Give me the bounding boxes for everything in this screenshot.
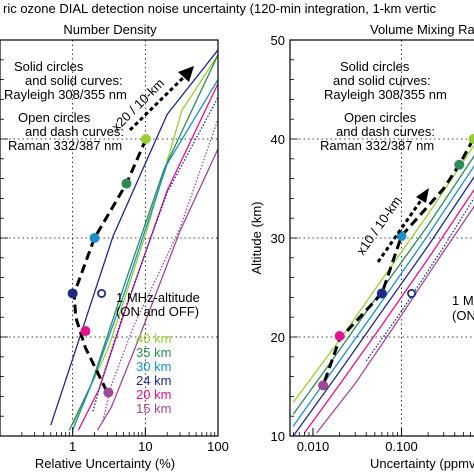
y-tick-label: 30 <box>271 231 285 246</box>
solid-marker <box>376 288 387 299</box>
solid-marker <box>121 178 132 189</box>
x-tick-label: 1 <box>69 439 76 454</box>
figure-title: ric ozone DIAL detection noise uncertain… <box>3 1 437 16</box>
series-line <box>96 148 218 431</box>
solid-marker <box>89 232 100 243</box>
open-note-line-1: Open circles <box>18 110 91 125</box>
solid-note-left: Solid circles and solid curves: Rayleigh… <box>4 59 127 102</box>
series-line <box>72 79 218 431</box>
solid-marker <box>140 133 151 144</box>
markers-right <box>318 134 474 391</box>
open-note-line-3: Raman 332/387 nm <box>320 138 434 153</box>
mhz-note-line-1: 1 M <box>452 293 474 308</box>
legend-entry-24: 24 km <box>136 373 171 388</box>
volume-mixing-ratio-panel: 0.010 0.100 10 20 30 40 50 Volume Mixing Ra Un… <box>249 22 474 471</box>
solid-marker <box>334 331 345 342</box>
series-line <box>316 205 474 434</box>
solid-note-line-1: Solid circles <box>14 59 84 74</box>
open-marker <box>407 288 417 298</box>
series-right <box>292 144 474 436</box>
open-note-line-1: Open circles <box>344 110 417 125</box>
legend: 40 km 35 km 30 km 24 km 20 km 15 km <box>136 331 171 416</box>
solid-marker <box>67 288 78 299</box>
x-tick-label: 0.100 <box>385 439 418 454</box>
panel-title-right: Volume Mixing Ra <box>370 22 474 37</box>
series-line <box>50 49 218 426</box>
legend-entry-40: 40 km <box>136 331 171 346</box>
open-note-right: Open circles and dash curves: Raman 332/… <box>320 110 435 153</box>
legend-entry-15: 15 km <box>136 401 171 416</box>
plot-frame-left <box>0 39 219 437</box>
ticks-left: 1 10 100 <box>0 59 229 454</box>
solid-note-line-2: and solid curves: <box>25 73 123 88</box>
legend-entry-30: 30 km <box>136 359 171 374</box>
y-tick-label: 40 <box>271 132 285 147</box>
open-marker <box>97 288 107 298</box>
y-tick-label: 20 <box>271 330 285 345</box>
solid-note-line-2: and solid curves: <box>333 73 431 88</box>
solid-marker <box>454 159 465 170</box>
x-axis-label-right: Uncertainty (ppmv <box>370 456 474 471</box>
x-tick-label: 0.010 <box>297 439 330 454</box>
open-note-left: Open circles and dash curves: Raman 332/… <box>8 110 124 153</box>
trend-arrowhead-right <box>416 188 429 203</box>
mhz-note-left: 1 MHz-altitude (ON and OFF) <box>116 290 200 319</box>
panel-title-left: Number Density <box>63 22 157 37</box>
series-line <box>292 175 474 436</box>
ticks-right: 0.010 0.100 10 20 30 40 50 <box>271 33 471 454</box>
series-line <box>292 155 474 415</box>
solid-note-right: Solid circles and solid curves: Rayleigh… <box>324 59 447 102</box>
x-tick-label: 10 <box>138 439 152 454</box>
solid-note-line-3: Rayleigh 308/355 nm <box>324 87 447 102</box>
trend-right <box>321 138 474 387</box>
series-line <box>77 83 218 431</box>
open-note-line-2: and dash curves: <box>25 124 124 139</box>
solid-note-line-1: Solid circles <box>340 59 410 74</box>
solid-marker <box>318 380 329 391</box>
mhz-note-line-2: (ON <box>452 308 474 323</box>
x-tick-label: 100 <box>207 439 229 454</box>
y-axis-label-right: Altitude (km) <box>249 202 264 275</box>
trend-line <box>321 138 474 387</box>
legend-entry-35: 35 km <box>136 345 171 360</box>
series-line <box>303 188 474 434</box>
markers-left <box>67 133 151 398</box>
solid-marker <box>103 387 114 398</box>
series-line <box>92 97 218 412</box>
y-tick-label: 50 <box>271 33 285 48</box>
x-axis-label-left: Relative Uncertainty (%) <box>35 456 175 471</box>
legend-entry-20: 20 km <box>136 387 171 402</box>
number-density-panel: 1 10 100 Number Density Relative Uncertain… <box>0 22 229 471</box>
solid-marker <box>468 134 474 144</box>
y-tick-label: 10 <box>271 429 285 444</box>
mhz-note-line-2: (ON and OFF) <box>116 304 199 319</box>
series-line <box>365 196 474 362</box>
open-note-line-2: and dash curves: <box>336 124 435 139</box>
mhz-note-right: 1 M (ON <box>452 293 474 323</box>
mhz-note-line-1: 1 MHz-altitude <box>116 290 200 305</box>
open-note-line-3: Raman 332/387 nm <box>8 138 122 153</box>
series-line <box>68 54 218 431</box>
solid-marker <box>80 326 91 337</box>
solid-note-line-3: Rayleigh 308/355 nm <box>4 87 127 102</box>
trend-arrowhead-left <box>178 66 194 82</box>
